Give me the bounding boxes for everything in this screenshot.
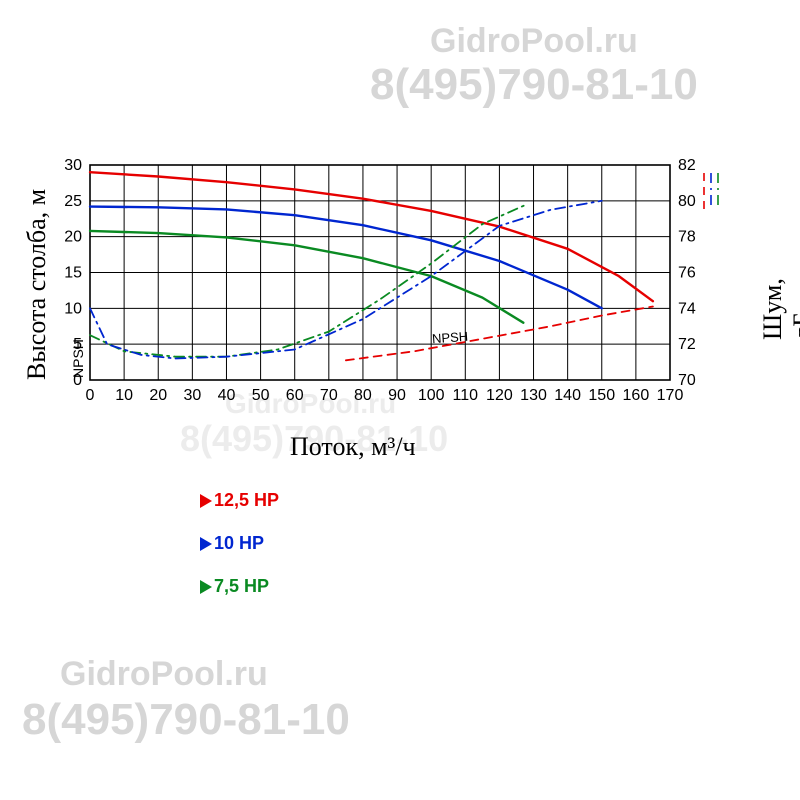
svg-text:70: 70 — [320, 387, 338, 404]
svg-text:78: 78 — [678, 229, 696, 246]
svg-text:15: 15 — [64, 265, 82, 282]
svg-text:120: 120 — [486, 387, 513, 404]
svg-text:160: 160 — [623, 387, 650, 404]
svg-text:82: 82 — [678, 157, 696, 174]
svg-text:60: 60 — [286, 387, 304, 404]
svg-text:170: 170 — [657, 387, 684, 404]
svg-text:30: 30 — [64, 157, 82, 174]
legend-item-75: 7,5 HP — [200, 576, 279, 597]
svg-text:76: 76 — [678, 265, 696, 282]
svg-text:20: 20 — [149, 387, 167, 404]
triangle-icon — [200, 537, 212, 551]
svg-text:0: 0 — [86, 387, 95, 404]
svg-text:80: 80 — [354, 387, 372, 404]
svg-text:150: 150 — [588, 387, 615, 404]
svg-text:90: 90 — [388, 387, 406, 404]
legend: 12,5 HP 10 HP 7,5 HP — [200, 490, 279, 619]
svg-text:100: 100 — [418, 387, 445, 404]
triangle-icon — [200, 494, 212, 508]
legend-label: 12,5 HP — [214, 490, 279, 511]
svg-text:130: 130 — [520, 387, 547, 404]
svg-text:110: 110 — [453, 387, 479, 404]
svg-text:50: 50 — [252, 387, 270, 404]
svg-text:140: 140 — [554, 387, 581, 404]
svg-text:10: 10 — [64, 300, 82, 317]
npsh-inline-label: NPSH — [432, 329, 469, 346]
svg-text:25: 25 — [64, 193, 82, 210]
svg-text:10: 10 — [115, 387, 133, 404]
pump-chart: 0102030405060708090100110120130140150160… — [0, 0, 800, 800]
svg-text:20: 20 — [64, 229, 82, 246]
svg-text:80: 80 — [678, 193, 696, 210]
svg-text:0: 0 — [73, 372, 82, 389]
svg-text:30: 30 — [183, 387, 201, 404]
legend-label: 7,5 HP — [214, 576, 269, 597]
triangle-icon — [200, 580, 212, 594]
svg-text:40: 40 — [218, 387, 236, 404]
svg-text:74: 74 — [678, 300, 696, 317]
svg-text:5: 5 — [73, 336, 82, 353]
legend-label: 10 HP — [214, 533, 264, 554]
legend-item-10: 10 HP — [200, 533, 279, 554]
svg-text:72: 72 — [678, 336, 696, 353]
legend-item-125: 12,5 HP — [200, 490, 279, 511]
svg-text:70: 70 — [678, 372, 696, 389]
